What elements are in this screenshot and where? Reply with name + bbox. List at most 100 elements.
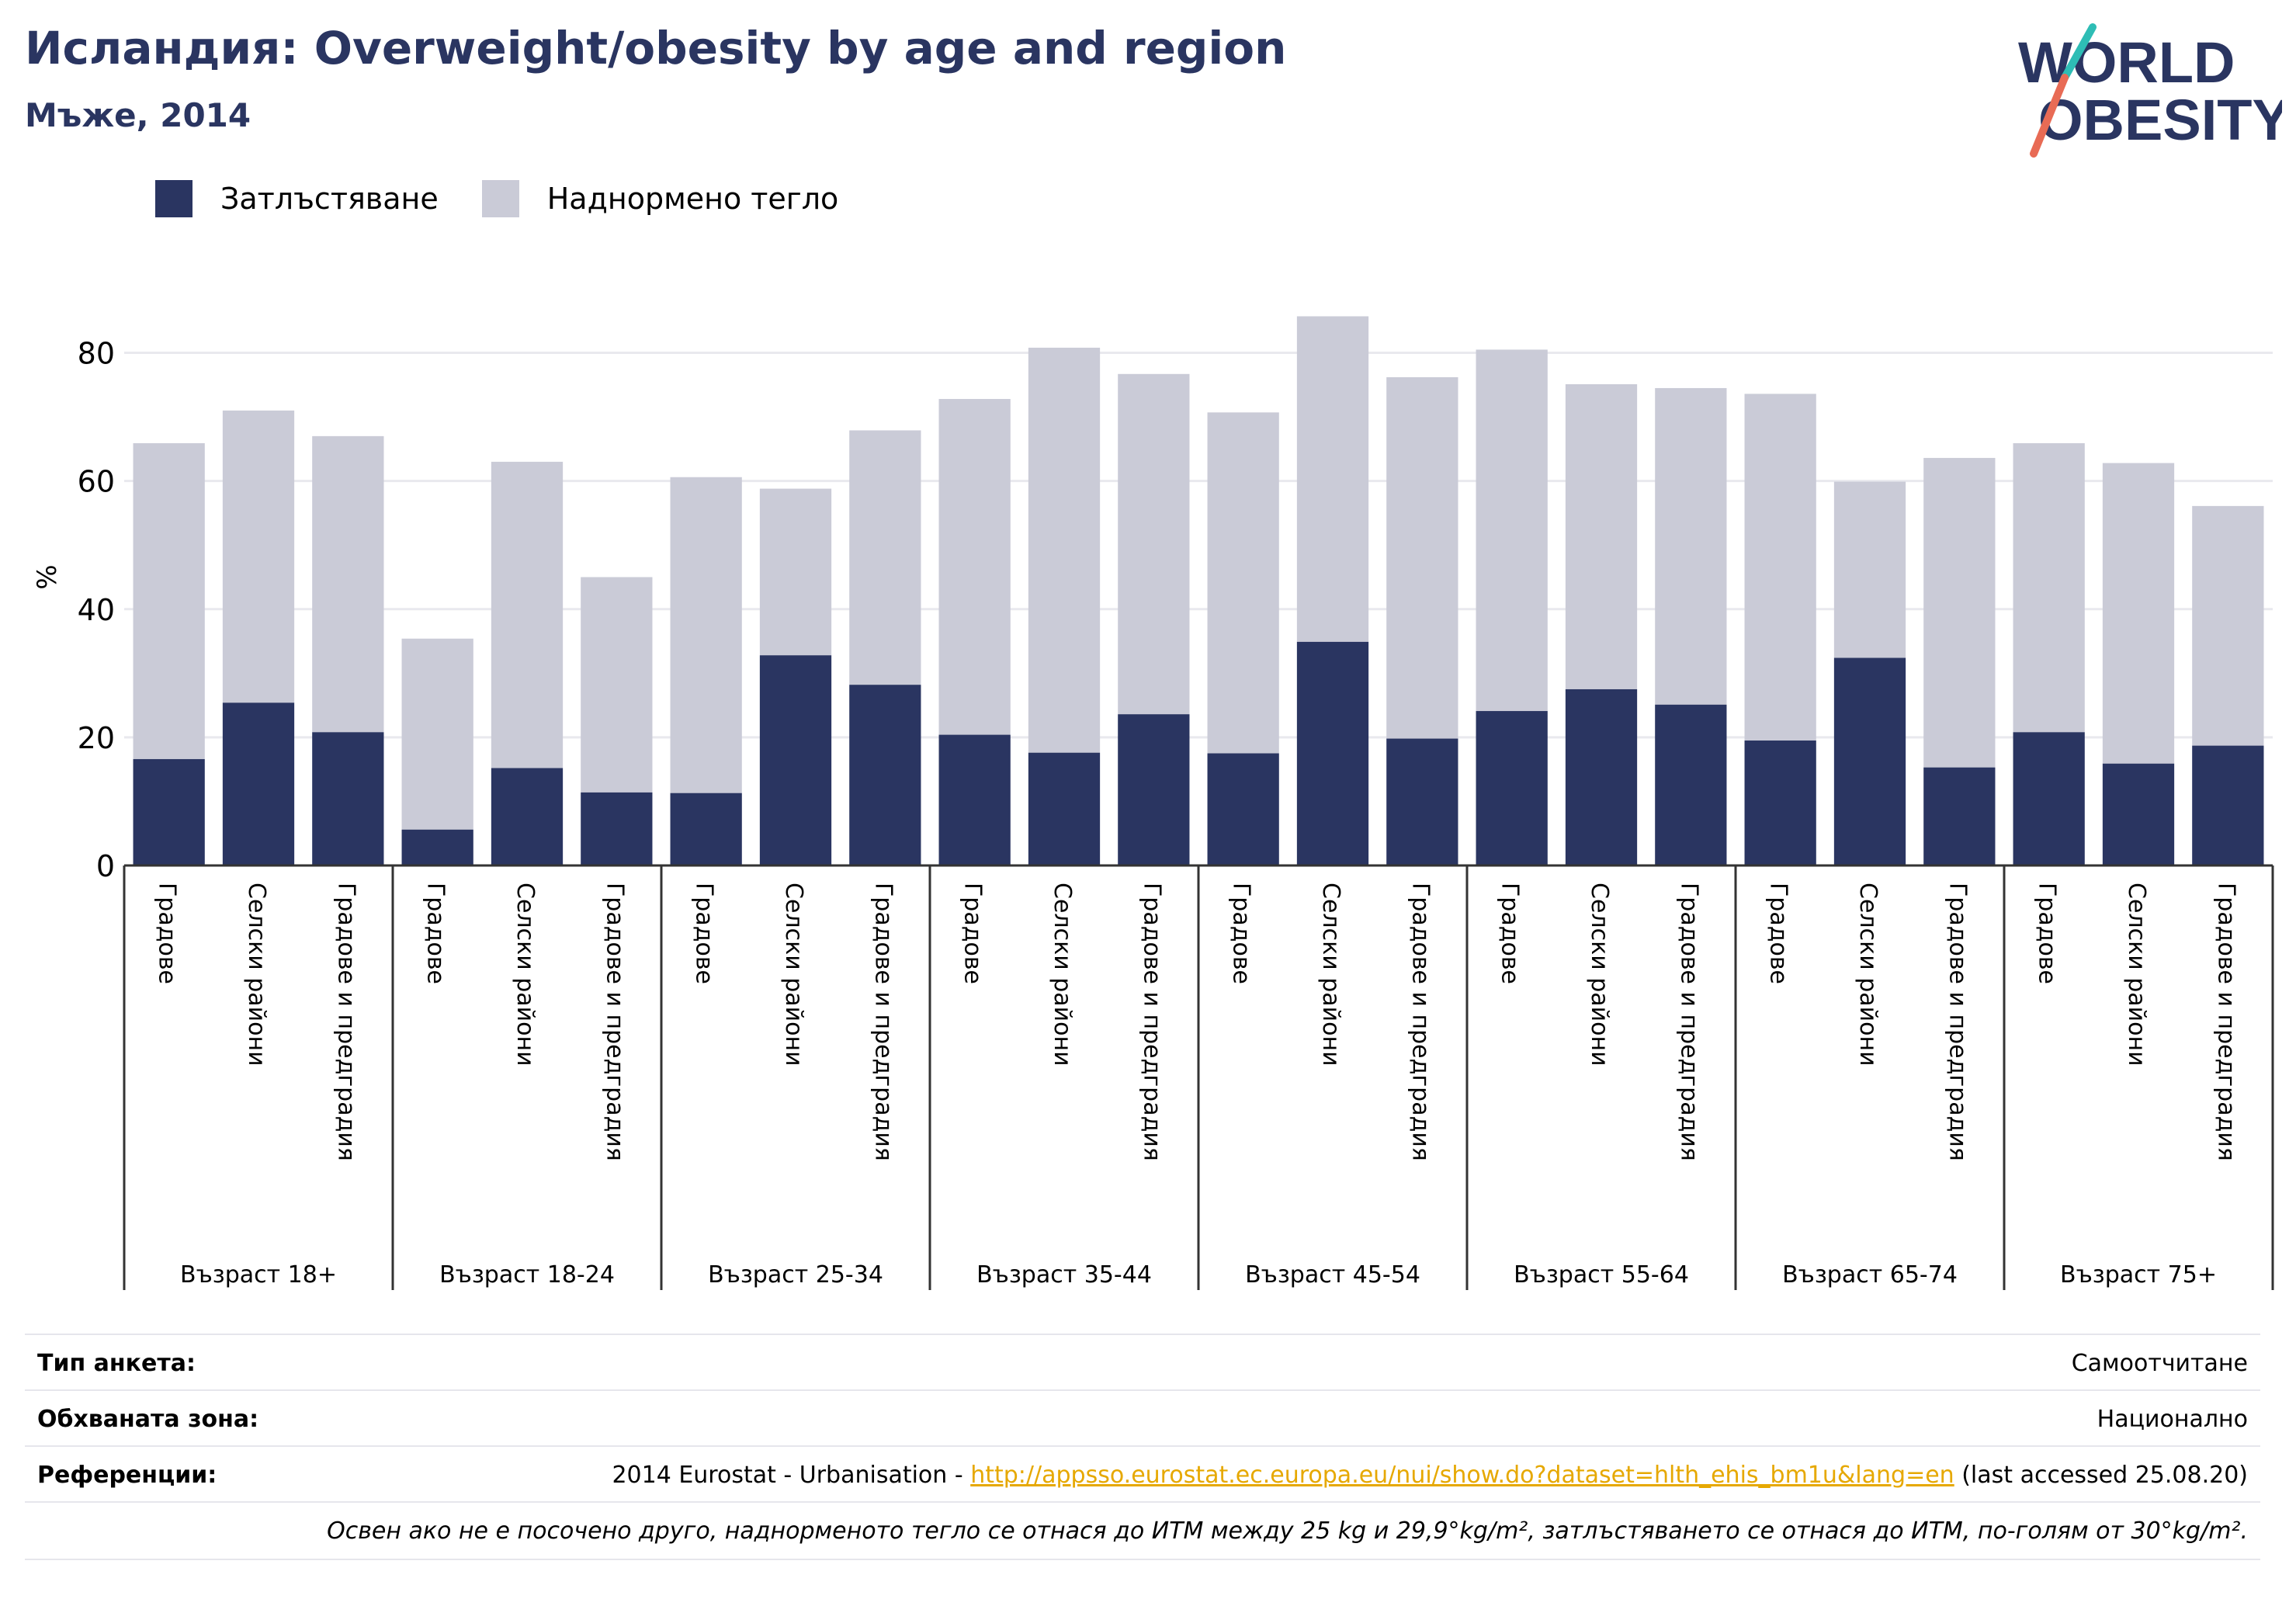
bar-obesity bbox=[222, 702, 295, 865]
bar-overweight bbox=[581, 577, 653, 793]
bar-obesity bbox=[133, 758, 205, 865]
logo-line1: WORLD bbox=[2018, 30, 2235, 95]
world-obesity-logo: WORLD OBESITY bbox=[2018, 23, 2282, 158]
reference-prefix: 2014 Eurostat - Urbanisation - bbox=[612, 1461, 971, 1489]
y-tick-label: 80 bbox=[78, 337, 115, 371]
x-category-label: Градове и предградия bbox=[2212, 883, 2239, 1161]
legend-swatch-obesity bbox=[155, 180, 192, 217]
x-group-label: Възраст 25-34 bbox=[708, 1261, 883, 1289]
x-category-label: Селски райони bbox=[1049, 883, 1076, 1067]
reference-link[interactable]: http://appsso.eurostat.ec.europa.eu/nui/… bbox=[970, 1461, 1954, 1489]
bar-overweight bbox=[759, 488, 832, 656]
bar-obesity bbox=[1118, 714, 1190, 865]
info-row-area: Обхваната зона: Национално bbox=[25, 1389, 2260, 1447]
legend-label-overweight: Наднормено тегло bbox=[546, 182, 839, 216]
x-category-label: Селски райони bbox=[1854, 883, 1882, 1067]
bar-obesity bbox=[849, 685, 921, 865]
bar-obesity bbox=[1833, 657, 1906, 865]
bar-overweight bbox=[2102, 463, 2175, 764]
bar-obesity bbox=[670, 793, 742, 865]
reference-suffix: (last accessed 25.08.20) bbox=[1954, 1461, 2248, 1489]
info-key-survey: Тип анкета: bbox=[37, 1349, 196, 1377]
bar-overweight bbox=[1565, 384, 1638, 689]
bar-obesity bbox=[1744, 741, 1816, 865]
y-tick-label: 0 bbox=[96, 849, 115, 883]
x-category-label: Селски райони bbox=[1586, 883, 1613, 1067]
x-category-label: Селски райони bbox=[2123, 883, 2150, 1067]
x-group-label: Възраст 35-44 bbox=[976, 1261, 1152, 1289]
bar-obesity bbox=[1296, 641, 1369, 865]
y-tick-label: 20 bbox=[78, 721, 115, 755]
x-category-label: Селски райони bbox=[780, 883, 807, 1067]
logo-accent-coral bbox=[2030, 74, 2069, 158]
bar-overweight bbox=[1923, 457, 1996, 768]
legend-item-overweight: Наднормено тегло bbox=[481, 180, 861, 217]
bar-overweight bbox=[491, 461, 564, 768]
chart-legend: Затлъстяване Наднормено тегло bbox=[155, 180, 882, 217]
chart-title: Исландия: Overweight/obesity by age and … bbox=[25, 22, 1287, 75]
x-category-label: Градове bbox=[154, 883, 181, 984]
bar-overweight bbox=[938, 398, 1011, 735]
bar-obesity bbox=[1655, 704, 1727, 865]
bar-obesity bbox=[938, 734, 1011, 865]
bar-overweight bbox=[1207, 412, 1279, 754]
bar-obesity bbox=[312, 732, 384, 865]
info-val-area: Национално bbox=[2097, 1405, 2248, 1433]
bar-overweight bbox=[2013, 442, 2085, 733]
x-category-label: Градове и предградия bbox=[869, 883, 897, 1161]
bar-obesity bbox=[401, 829, 473, 865]
info-key-references: Референции: bbox=[37, 1461, 217, 1489]
x-category-label: Селски райони bbox=[512, 883, 539, 1067]
info-row-note: Освен ако не е посочено друго, наднормен… bbox=[25, 1501, 2260, 1560]
info-row-survey: Тип анкета: Самоотчитане bbox=[25, 1334, 2260, 1391]
bar-overweight bbox=[1744, 394, 1816, 741]
bar-overweight bbox=[1386, 376, 1458, 739]
x-category-label: Градове bbox=[691, 883, 718, 984]
bar-overweight bbox=[312, 435, 384, 733]
logo-line2: OBESITY bbox=[2038, 88, 2282, 152]
bar-overweight bbox=[1476, 349, 1548, 712]
x-category-label: Градове bbox=[422, 883, 449, 984]
chart-subtitle: Мъже, 2014 bbox=[25, 96, 251, 134]
x-category-label: Градове bbox=[2034, 883, 2061, 984]
info-key-area: Обхваната зона: bbox=[37, 1405, 259, 1433]
bar-overweight bbox=[133, 442, 205, 759]
logo-accent-teal bbox=[2061, 23, 2097, 82]
x-group-label: Възраст 18+ bbox=[180, 1261, 337, 1289]
bar-obesity bbox=[2013, 732, 2085, 865]
bar-obesity bbox=[1476, 711, 1548, 865]
bar-overweight bbox=[2192, 505, 2264, 746]
bar-obesity bbox=[491, 768, 564, 865]
x-category-label: Градове и предградия bbox=[1138, 883, 1165, 1161]
x-category-label: Градове bbox=[1228, 883, 1255, 984]
x-group-label: Възраст 18-24 bbox=[439, 1261, 615, 1289]
y-axis-label: % bbox=[32, 564, 63, 589]
info-row-references: Референции: 2014 Eurostat - Urbanisation… bbox=[25, 1445, 2260, 1503]
x-category-label: Градове и предградия bbox=[1675, 883, 1702, 1161]
bar-obesity bbox=[2192, 745, 2264, 865]
bar-overweight bbox=[1655, 387, 1727, 705]
x-group-label: Възраст 45-54 bbox=[1245, 1261, 1420, 1289]
bar-overweight bbox=[1296, 316, 1369, 642]
bar-overweight bbox=[849, 430, 921, 685]
x-group-label: Възраст 55-64 bbox=[1514, 1261, 1689, 1289]
bar-obesity bbox=[1207, 753, 1279, 865]
bar-overweight bbox=[222, 410, 295, 703]
bar-overweight bbox=[1118, 373, 1190, 715]
x-category-label: Градове bbox=[1497, 883, 1524, 984]
bar-obesity bbox=[1386, 738, 1458, 865]
x-group-label: Възраст 65-74 bbox=[1782, 1261, 1958, 1289]
x-category-label: Селски райони bbox=[1317, 883, 1344, 1067]
bar-chart: 0 20 40 60 80% Градове Селски райони Градове и … bbox=[32, 316, 2274, 1290]
bar-obesity bbox=[581, 792, 653, 865]
bar-overweight bbox=[1833, 481, 1906, 658]
x-category-label: Градове bbox=[959, 883, 987, 984]
legend-swatch-overweight bbox=[481, 180, 519, 217]
bar-obesity bbox=[1028, 752, 1101, 865]
bar-overweight bbox=[670, 477, 742, 793]
legend-item-obesity: Затлъстяване bbox=[155, 180, 460, 217]
legend-label-obesity: Затлъстяване bbox=[220, 182, 439, 216]
bar-obesity bbox=[759, 655, 832, 865]
x-category-label: Градове и предградия bbox=[601, 883, 628, 1161]
bar-obesity bbox=[2102, 763, 2175, 865]
